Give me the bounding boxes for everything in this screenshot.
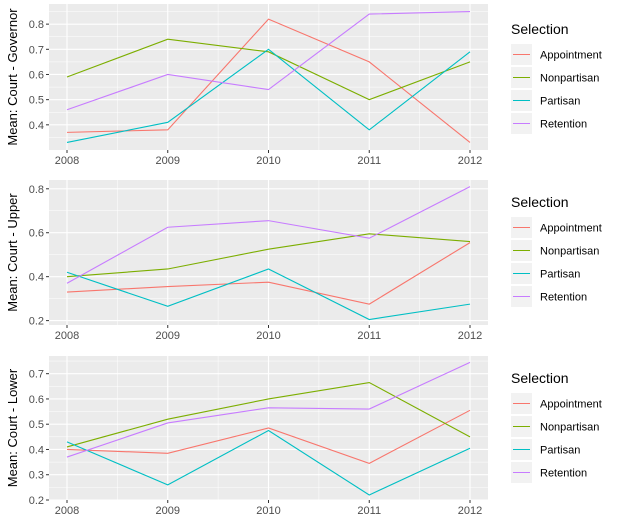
y-axis-title: Mean: Court - Upper	[5, 193, 20, 312]
y-tick-label: 0.8	[29, 184, 44, 196]
legend-label-appointment: Appointment	[540, 50, 602, 62]
series-line-appointment	[66, 18, 471, 143]
legend-label-retention: Retention	[540, 119, 587, 131]
x-tick-label: 2009	[156, 155, 180, 167]
legend-label-partisan: Partisan	[540, 445, 580, 457]
legend-label-partisan: Partisan	[540, 269, 580, 281]
legend-label-retention: Retention	[540, 468, 587, 480]
legend-label-nonpartisan: Nonpartisan	[540, 73, 599, 85]
x-tick-label: 2009	[156, 505, 180, 517]
legend-title: Selection	[511, 21, 569, 37]
y-tick-label: 0.6	[29, 394, 44, 406]
legend-label-nonpartisan: Nonpartisan	[540, 246, 599, 258]
series-line-partisan	[66, 268, 471, 321]
y-axis-title: Mean: Court - Governor	[5, 8, 20, 146]
y-tick-label: 0.8	[29, 19, 44, 31]
legend-label-retention: Retention	[540, 292, 587, 304]
series-line-nonpartisan	[66, 38, 471, 101]
series-line-partisan	[66, 429, 471, 496]
legend-label-appointment: Appointment	[540, 399, 602, 411]
series-line-appointment	[66, 242, 471, 305]
x-tick-label: 2010	[256, 155, 280, 167]
y-tick-label: 0.4	[29, 444, 44, 456]
legend-title: Selection	[511, 194, 569, 210]
x-tick-label: 2011	[357, 330, 381, 342]
x-tick-label: 2011	[357, 155, 381, 167]
y-tick-label: 0.6	[29, 69, 44, 81]
legend-label-partisan: Partisan	[540, 96, 580, 108]
x-tick-label: 2012	[458, 155, 482, 167]
y-tick-label: 0.3	[29, 470, 44, 482]
x-tick-label: 2012	[458, 330, 482, 342]
series-line-retention	[66, 361, 471, 458]
chart-panel-1: 0.4 0.5 0.6 0.7 0.8 2008 2009 2010 2011 2012 Mean:…	[5, 4, 602, 167]
y-tick-label: 0.2	[29, 495, 44, 507]
legend-label-nonpartisan: Nonpartisan	[540, 422, 599, 434]
y-tick-label: 0.7	[29, 44, 44, 56]
legend-label-appointment: Appointment	[540, 223, 602, 235]
y-tick-label: 0.6	[29, 228, 44, 240]
y-tick-label: 0.5	[29, 419, 44, 431]
series-line-nonpartisan	[66, 381, 471, 448]
y-tick-label: 0.2	[29, 316, 44, 328]
x-tick-label: 2012	[458, 505, 482, 517]
x-tick-label: 2008	[55, 330, 79, 342]
y-tick-label: 0.4	[29, 120, 44, 132]
legend-title: Selection	[511, 370, 569, 386]
x-tick-label: 2010	[256, 330, 280, 342]
y-tick-label: 0.7	[29, 369, 44, 381]
chart-panel-3: 0.2 0.3 0.4 0.5 0.6 0.7 2008 2009 2010 2011 2012 Me…	[5, 356, 602, 517]
series-line-appointment	[66, 409, 471, 464]
series-line-partisan	[66, 48, 471, 143]
chart-panel-2: 0.2 0.4 0.6 0.8 2008 2009 2010 2011 2012 Mean: Co…	[5, 180, 602, 342]
x-tick-label: 2008	[55, 155, 79, 167]
series-line-nonpartisan	[66, 233, 471, 278]
y-tick-label: 0.5	[29, 95, 44, 107]
x-tick-label: 2009	[156, 330, 180, 342]
x-tick-label: 2008	[55, 505, 79, 517]
series-line-retention	[66, 11, 471, 111]
y-tick-label: 0.4	[29, 272, 44, 284]
x-tick-label: 2011	[357, 505, 381, 517]
y-axis-title: Mean: Court - Lower	[5, 368, 20, 487]
series-line-retention	[66, 186, 471, 284]
x-tick-label: 2010	[256, 505, 280, 517]
